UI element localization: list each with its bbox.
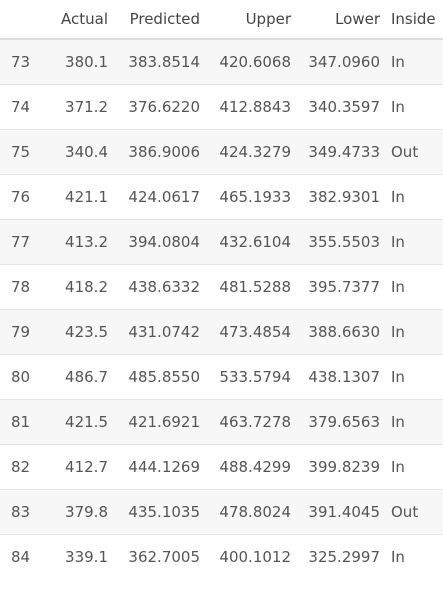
column-header-predicted: Predicted	[108, 0, 200, 40]
table-row: 84 339.1 362.7005 400.1012 325.2997 In	[0, 534, 443, 579]
upper-value-cell: 481.5288	[200, 264, 291, 310]
actual-value-cell: 486.7	[51, 354, 108, 400]
inside-status-cell: In	[380, 534, 443, 579]
table-header: Actual Predicted Upper Lower Inside	[0, 0, 443, 40]
actual-value-cell: 421.5	[51, 399, 108, 445]
upper-value-cell: 473.4854	[200, 309, 291, 355]
row-index-cell: 74	[0, 84, 51, 130]
lower-value-cell: 391.4045	[291, 489, 380, 535]
actual-value-cell: 421.1	[51, 174, 108, 220]
predicted-value-cell: 431.0742	[108, 309, 200, 355]
inside-status-cell: In	[380, 174, 443, 220]
lower-value-cell: 325.2997	[291, 534, 380, 579]
row-index-cell: 84	[0, 534, 51, 579]
predicted-value-cell: 394.0804	[108, 219, 200, 265]
lower-value-cell: 340.3597	[291, 84, 380, 130]
row-index-cell: 76	[0, 174, 51, 220]
row-index-cell: 80	[0, 354, 51, 400]
upper-value-cell: 420.6068	[200, 39, 291, 85]
lower-value-cell: 349.4733	[291, 129, 380, 175]
table-row: 80 486.7 485.8550 533.5794 438.1307 In	[0, 354, 443, 400]
lower-value-cell: 355.5503	[291, 219, 380, 265]
upper-value-cell: 463.7278	[200, 399, 291, 445]
predicted-value-cell: 362.7005	[108, 534, 200, 579]
table-row: 78 418.2 438.6332 481.5288 395.7377 In	[0, 264, 443, 310]
lower-value-cell: 382.9301	[291, 174, 380, 220]
column-header-actual: Actual	[51, 0, 108, 40]
upper-value-cell: 424.3279	[200, 129, 291, 175]
row-index-cell: 82	[0, 444, 51, 490]
lower-value-cell: 399.8239	[291, 444, 380, 490]
predicted-value-cell: 444.1269	[108, 444, 200, 490]
inside-status-cell: In	[380, 399, 443, 445]
predicted-value-cell: 438.6332	[108, 264, 200, 310]
upper-value-cell: 465.1933	[200, 174, 291, 220]
predicted-value-cell: 383.8514	[108, 39, 200, 85]
table-row: 77 413.2 394.0804 432.6104 355.5503 In	[0, 219, 443, 265]
lower-value-cell: 395.7377	[291, 264, 380, 310]
row-index-cell: 77	[0, 219, 51, 265]
row-index-cell: 73	[0, 39, 51, 85]
row-index-cell: 83	[0, 489, 51, 535]
actual-value-cell: 339.1	[51, 534, 108, 579]
inside-status-cell: In	[380, 264, 443, 310]
predicted-value-cell: 386.9006	[108, 129, 200, 175]
row-index-cell: 78	[0, 264, 51, 310]
actual-value-cell: 423.5	[51, 309, 108, 355]
row-index-cell: 81	[0, 399, 51, 445]
column-header-index	[0, 0, 51, 40]
column-header-inside: Inside	[380, 0, 443, 40]
inside-status-cell: In	[380, 354, 443, 400]
actual-value-cell: 380.1	[51, 39, 108, 85]
inside-status-cell: In	[380, 84, 443, 130]
predicted-value-cell: 421.6921	[108, 399, 200, 445]
table-row: 81 421.5 421.6921 463.7278 379.6563 In	[0, 399, 443, 445]
lower-value-cell: 438.1307	[291, 354, 380, 400]
actual-value-cell: 371.2	[51, 84, 108, 130]
inside-status-cell: Out	[380, 489, 443, 535]
predicted-value-cell: 424.0617	[108, 174, 200, 220]
upper-value-cell: 488.4299	[200, 444, 291, 490]
upper-value-cell: 533.5794	[200, 354, 291, 400]
table-row: 82 412.7 444.1269 488.4299 399.8239 In	[0, 444, 443, 490]
lower-value-cell: 379.6563	[291, 399, 380, 445]
actual-value-cell: 340.4	[51, 129, 108, 175]
predicted-value-cell: 376.6220	[108, 84, 200, 130]
actual-value-cell: 418.2	[51, 264, 108, 310]
actual-value-cell: 412.7	[51, 444, 108, 490]
upper-value-cell: 432.6104	[200, 219, 291, 265]
table-body: 73 380.1 383.8514 420.6068 347.0960 In 74 371.2…	[0, 39, 443, 579]
table-row: 74 371.2 376.6220 412.8843 340.3597 In	[0, 84, 443, 130]
table-row: 76 421.1 424.0617 465.1933 382.9301 In	[0, 174, 443, 220]
actual-value-cell: 379.8	[51, 489, 108, 535]
inside-status-cell: In	[380, 39, 443, 85]
inside-status-cell: In	[380, 444, 443, 490]
upper-value-cell: 478.8024	[200, 489, 291, 535]
column-header-upper: Upper	[200, 0, 291, 40]
lower-value-cell: 388.6630	[291, 309, 380, 355]
predicted-value-cell: 485.8550	[108, 354, 200, 400]
lower-value-cell: 347.0960	[291, 39, 380, 85]
upper-value-cell: 400.1012	[200, 534, 291, 579]
column-header-lower: Lower	[291, 0, 380, 40]
header-row: Actual Predicted Upper Lower Inside	[0, 0, 443, 40]
row-index-cell: 79	[0, 309, 51, 355]
table-row: 75 340.4 386.9006 424.3279 349.4733 Out	[0, 129, 443, 175]
inside-status-cell: Out	[380, 129, 443, 175]
upper-value-cell: 412.8843	[200, 84, 291, 130]
predicted-value-cell: 435.1035	[108, 489, 200, 535]
table-row: 79 423.5 431.0742 473.4854 388.6630 In	[0, 309, 443, 355]
inside-status-cell: In	[380, 309, 443, 355]
row-index-cell: 75	[0, 129, 51, 175]
table-row: 73 380.1 383.8514 420.6068 347.0960 In	[0, 39, 443, 85]
actual-value-cell: 413.2	[51, 219, 108, 265]
table-row: 83 379.8 435.1035 478.8024 391.4045 Out	[0, 489, 443, 535]
inside-status-cell: In	[380, 219, 443, 265]
